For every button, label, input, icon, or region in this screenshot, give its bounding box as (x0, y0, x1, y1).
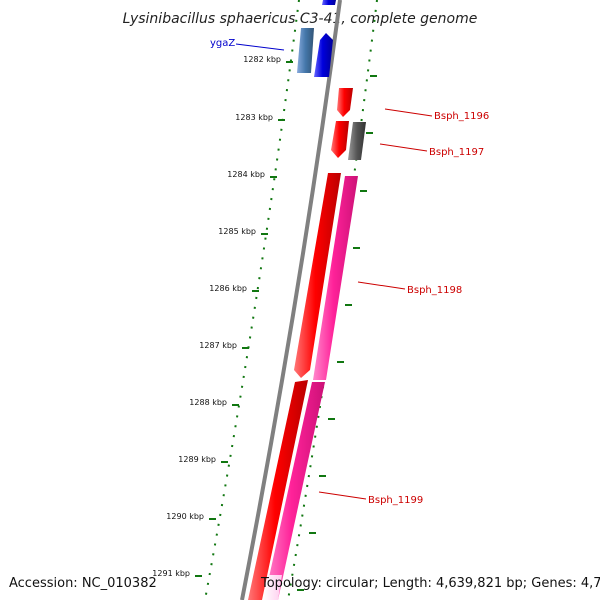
kbp-tick-label: 1285 kbp (218, 227, 256, 236)
topology-text: Topology: circular; Length: 4,639,821 bp… (260, 576, 600, 591)
kbp-tick-label: 1291 kbp (152, 569, 190, 578)
outer-dotted-guide (287, 0, 378, 600)
feature-red-1196 (337, 88, 353, 117)
feature-red-1197 (331, 121, 349, 158)
feature-blue-ygaZ (314, 33, 333, 77)
kbp-tick-label: 1290 kbp (166, 512, 204, 521)
leader-line-ygaZ (235, 43, 285, 51)
genome-backbone (240, 0, 342, 600)
gene-label-bsph-1198[interactable]: Bsph_1198 (407, 285, 462, 296)
leader-line-bsph-1196 (384, 108, 433, 117)
gene-labels: ygaZ Bsph_1196 Bsph_1197 Bsph_1198 Bsph_… (210, 38, 489, 506)
kbp-tick-label: 1287 kbp (199, 341, 237, 350)
feature-red-1199 (248, 380, 308, 600)
gene-label-bsph-1196[interactable]: Bsph_1196 (434, 111, 489, 122)
outer-tick-group (297, 75, 377, 591)
features (248, 0, 366, 600)
gene-label-ygaZ[interactable]: ygaZ (210, 38, 235, 49)
accession-text: Accession: NC_010382 (9, 576, 157, 591)
kbp-tick-label: 1282 kbp (243, 55, 281, 64)
leader-line-bsph-1199 (318, 491, 367, 500)
feature-steelblue-1 (297, 28, 314, 73)
gene-label-bsph-1197[interactable]: Bsph_1197 (429, 147, 484, 158)
feature-gray-1197 (348, 122, 366, 160)
feature-red-1198 (294, 173, 341, 378)
leader-line-bsph-1197 (379, 143, 428, 152)
feature-blue-top (322, 0, 336, 5)
kbp-tick-group: 1282 kbp 1283 kbp 1284 kbp 1285 kbp 1286 kbp… (152, 55, 293, 578)
gene-label-bsph-1199[interactable]: Bsph_1199 (368, 495, 423, 506)
map-title: Lysinibacillus sphaericus C3-41, complet… (123, 11, 478, 27)
kbp-tick-label: 1284 kbp (227, 170, 265, 179)
kbp-tick-label: 1286 kbp (209, 284, 247, 293)
feature-pale-pink (263, 575, 282, 600)
kbp-tick-label: 1289 kbp (178, 455, 216, 464)
feature-pink-1199 (264, 382, 325, 600)
kbp-tick-label: 1283 kbp (235, 113, 273, 122)
feature-pink-1198 (313, 176, 358, 380)
kbp-tick-label: 1288 kbp (189, 398, 227, 407)
leader-line-bsph-1198 (357, 281, 406, 290)
